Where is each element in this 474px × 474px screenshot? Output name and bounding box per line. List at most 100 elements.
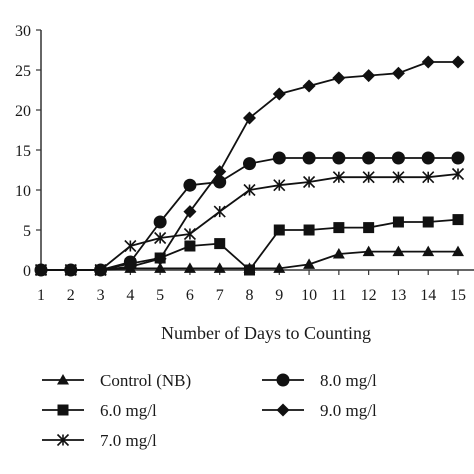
data-point bbox=[183, 262, 196, 273]
legend-marker bbox=[276, 373, 290, 387]
data-point bbox=[363, 222, 375, 234]
x-tick-label: 11 bbox=[331, 287, 346, 304]
y-tick-label: 15 bbox=[15, 143, 31, 160]
data-point bbox=[452, 214, 464, 226]
data-point bbox=[302, 79, 316, 93]
data-point bbox=[451, 167, 465, 181]
x-tick-label: 5 bbox=[156, 287, 164, 304]
legend-marker bbox=[276, 403, 290, 417]
y-tick-label: 25 bbox=[15, 63, 31, 80]
legend-item: 8.0 mg/l bbox=[262, 371, 377, 390]
data-point bbox=[333, 222, 345, 234]
data-point bbox=[392, 216, 404, 228]
data-point bbox=[213, 205, 226, 218]
data-point bbox=[213, 165, 227, 179]
data-point bbox=[153, 252, 167, 266]
y-tick-label: 20 bbox=[15, 103, 31, 120]
y-tick-label: 10 bbox=[15, 183, 31, 200]
data-point bbox=[421, 151, 435, 165]
data-point bbox=[213, 262, 226, 273]
data-point bbox=[303, 224, 315, 236]
data-point bbox=[64, 263, 78, 277]
data-point bbox=[452, 245, 464, 257]
data-point bbox=[154, 262, 167, 273]
data-point bbox=[302, 151, 316, 165]
data-point bbox=[244, 264, 255, 276]
data-point bbox=[362, 151, 376, 165]
legend-marker bbox=[57, 404, 69, 416]
data-point bbox=[273, 179, 286, 192]
x-tick-label: 13 bbox=[390, 287, 406, 304]
legend-item: 7.0 mg/l bbox=[42, 431, 157, 450]
x-tick-label: 9 bbox=[275, 287, 283, 304]
x-tick-label: 4 bbox=[126, 287, 134, 304]
x-tick-label: 12 bbox=[361, 287, 377, 304]
data-point bbox=[332, 171, 345, 184]
data-point bbox=[451, 55, 465, 69]
data-point bbox=[272, 151, 286, 165]
data-point bbox=[362, 171, 375, 184]
series-circle bbox=[34, 151, 465, 277]
x-tick-label: 14 bbox=[420, 287, 436, 304]
data-point bbox=[273, 224, 285, 236]
x-axis-label: Number of Days to Counting bbox=[161, 323, 371, 343]
data-point bbox=[243, 183, 256, 197]
data-point bbox=[392, 245, 405, 257]
data-point bbox=[154, 231, 167, 245]
data-point bbox=[94, 263, 108, 277]
legend-label: Control (NB) bbox=[100, 371, 191, 390]
data-point bbox=[332, 248, 345, 259]
data-point bbox=[391, 151, 405, 165]
data-point bbox=[391, 66, 405, 80]
data-point bbox=[362, 69, 376, 83]
x-tick-label: 7 bbox=[216, 287, 224, 304]
data-point bbox=[243, 157, 256, 171]
legend-label: 6.0 mg/l bbox=[100, 401, 157, 420]
legend-item: 6.0 mg/l bbox=[42, 401, 157, 420]
data-point bbox=[183, 205, 197, 219]
x-tick-label: 15 bbox=[450, 287, 466, 304]
data-point bbox=[422, 171, 435, 184]
data-point bbox=[34, 263, 48, 277]
series-diamond bbox=[34, 55, 465, 277]
y-tick-label: 30 bbox=[15, 23, 31, 40]
data-point bbox=[272, 87, 286, 101]
data-point bbox=[362, 245, 375, 257]
legend-marker bbox=[56, 433, 70, 447]
chart-series bbox=[34, 55, 465, 277]
y-tick-label: 0 bbox=[23, 263, 31, 280]
legend-item: Control (NB) bbox=[42, 371, 191, 390]
x-tick-label: 3 bbox=[97, 287, 105, 304]
data-point bbox=[422, 245, 435, 257]
data-point bbox=[183, 227, 196, 241]
data-point bbox=[273, 262, 286, 273]
legend-item: 9.0 mg/l bbox=[262, 401, 377, 420]
data-point bbox=[183, 178, 197, 192]
x-tick-label: 1 bbox=[37, 287, 45, 304]
data-point bbox=[123, 260, 137, 274]
data-point bbox=[421, 55, 435, 69]
data-point bbox=[392, 171, 405, 184]
x-tick-label: 10 bbox=[301, 287, 317, 304]
data-point bbox=[332, 71, 346, 85]
data-point bbox=[184, 240, 196, 252]
data-point bbox=[124, 239, 137, 253]
legend: Control (NB) 6.0 mg/l 7.0 mg/l 8.0 mg/l 9.0 … bbox=[42, 371, 377, 450]
x-tick-label: 2 bbox=[67, 287, 75, 304]
data-point bbox=[243, 111, 256, 125]
data-point bbox=[332, 151, 346, 165]
y-tick-label: 5 bbox=[23, 223, 31, 240]
x-tick-label: 6 bbox=[186, 287, 194, 304]
data-point bbox=[213, 175, 227, 189]
legend-marker bbox=[57, 374, 69, 385]
data-point bbox=[303, 258, 316, 269]
legend-label: 8.0 mg/l bbox=[320, 371, 377, 390]
data-point bbox=[451, 151, 465, 165]
data-point bbox=[153, 215, 167, 229]
legend-label: 7.0 mg/l bbox=[100, 431, 157, 450]
x-tick-label: 8 bbox=[246, 287, 254, 304]
data-point bbox=[422, 216, 434, 228]
data-point bbox=[214, 238, 226, 250]
